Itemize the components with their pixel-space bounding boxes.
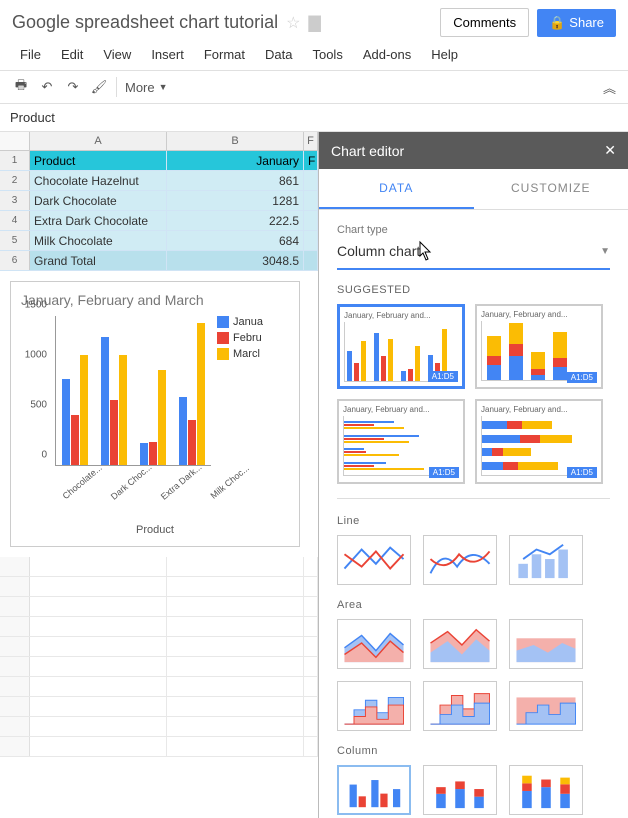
cell[interactable]: Chocolate Hazelnut — [30, 171, 167, 190]
cell[interactable]: 222.5 — [167, 211, 304, 230]
cell[interactable]: 1281 — [167, 191, 304, 210]
editor-title: Chart editor — [331, 143, 404, 159]
cursor-icon — [418, 240, 434, 262]
tab-data[interactable]: DATA — [319, 169, 474, 209]
chart-type-option[interactable] — [423, 681, 497, 731]
chart-type-option[interactable] — [509, 765, 583, 815]
menu-file[interactable]: File — [12, 43, 49, 66]
lock-icon: 🔒 — [549, 15, 565, 31]
cell[interactable]: 684 — [167, 231, 304, 250]
tab-customize[interactable]: CUSTOMIZE — [474, 169, 628, 209]
cell[interactable]: Grand Total — [30, 251, 167, 270]
chart-type-option[interactable] — [509, 619, 583, 669]
cell[interactable]: Product — [30, 151, 167, 170]
folder-icon[interactable]: ▇ — [309, 13, 321, 33]
col-header[interactable]: B — [167, 132, 304, 150]
menu-bar: FileEditViewInsertFormatDataToolsAdd-ons… — [12, 43, 616, 66]
menu-format[interactable]: Format — [196, 43, 253, 66]
redo-icon[interactable]: ↷ — [64, 78, 82, 96]
cell[interactable]: F — [304, 151, 318, 170]
undo-icon[interactable]: ↶ — [38, 78, 56, 96]
chart-editor-panel: Chart editor ✕ DATA CUSTOMIZE Chart type… — [318, 132, 628, 818]
col-header[interactable]: A — [30, 132, 167, 150]
cell[interactable]: 3048.5 — [167, 251, 304, 270]
more-button[interactable]: More ▼ — [125, 80, 168, 95]
menu-help[interactable]: Help — [423, 43, 466, 66]
line-section-label: Line — [337, 515, 610, 527]
star-icon[interactable]: ☆ — [286, 13, 300, 33]
paint-format-icon[interactable]: 🖌 — [90, 78, 108, 96]
area-section-label: Area — [337, 599, 610, 611]
chart-type-select[interactable]: Column chart ▼ — [337, 238, 610, 270]
cell[interactable] — [304, 191, 318, 210]
cell[interactable]: Extra Dark Chocolate — [30, 211, 167, 230]
chart-type-option[interactable] — [337, 535, 411, 585]
embedded-chart[interactable]: January, February and March 050010001500… — [10, 281, 300, 547]
chart-type-option[interactable] — [337, 619, 411, 669]
menu-data[interactable]: Data — [257, 43, 300, 66]
cell[interactable] — [304, 251, 318, 270]
menu-insert[interactable]: Insert — [143, 43, 192, 66]
chart-type-option[interactable] — [423, 535, 497, 585]
share-button[interactable]: 🔒 Share — [537, 9, 616, 37]
menu-add-ons[interactable]: Add-ons — [355, 43, 419, 66]
chart-type-option[interactable] — [509, 681, 583, 731]
cell[interactable]: 861 — [167, 171, 304, 190]
collapse-icon[interactable]: ︽ — [603, 78, 616, 97]
suggested-label: SUGGESTED — [337, 284, 610, 296]
cell[interactable] — [304, 211, 318, 230]
formula-bar[interactable]: Product — [0, 104, 628, 132]
chart-type-label: Chart type — [337, 224, 610, 236]
close-icon[interactable]: ✕ — [604, 142, 616, 159]
cell[interactable]: January — [167, 151, 304, 170]
chart-type-option[interactable] — [423, 765, 497, 815]
doc-title[interactable]: Google spreadsheet chart tutorial — [12, 12, 278, 33]
comments-button[interactable]: Comments — [440, 8, 529, 37]
chart-type-option[interactable] — [423, 619, 497, 669]
cell[interactable] — [304, 231, 318, 250]
toolbar: 🖶 ↶ ↷ 🖌 More ▼ ︽ — [0, 70, 628, 104]
menu-view[interactable]: View — [95, 43, 139, 66]
column-section-label: Column — [337, 745, 610, 757]
chart-type-option[interactable] — [337, 765, 411, 815]
chart-suggestion[interactable]: January, February and...A1:D5 — [337, 399, 465, 484]
chart-type-option[interactable] — [509, 535, 583, 585]
chevron-down-icon: ▼ — [600, 246, 610, 257]
col-header[interactable]: F — [304, 132, 318, 150]
chart-suggestion[interactable]: January, February and...A1:D5 — [337, 304, 465, 389]
spreadsheet: A B F 1ProductJanuaryF2Chocolate Hazelnu… — [0, 132, 318, 818]
chart-type-option[interactable] — [337, 681, 411, 731]
cell[interactable]: Dark Chocolate — [30, 191, 167, 210]
xaxis-title: Product — [21, 524, 289, 536]
menu-edit[interactable]: Edit — [53, 43, 91, 66]
chart-title: January, February and March — [21, 292, 289, 308]
chart-suggestion[interactable]: January, February and...A1:D5 — [475, 304, 603, 389]
chart-suggestion[interactable]: January, February and...A1:D5 — [475, 399, 603, 484]
cell[interactable]: Milk Chocolate — [30, 231, 167, 250]
menu-tools[interactable]: Tools — [304, 43, 350, 66]
print-icon[interactable]: 🖶 — [12, 78, 30, 96]
cell[interactable] — [304, 171, 318, 190]
